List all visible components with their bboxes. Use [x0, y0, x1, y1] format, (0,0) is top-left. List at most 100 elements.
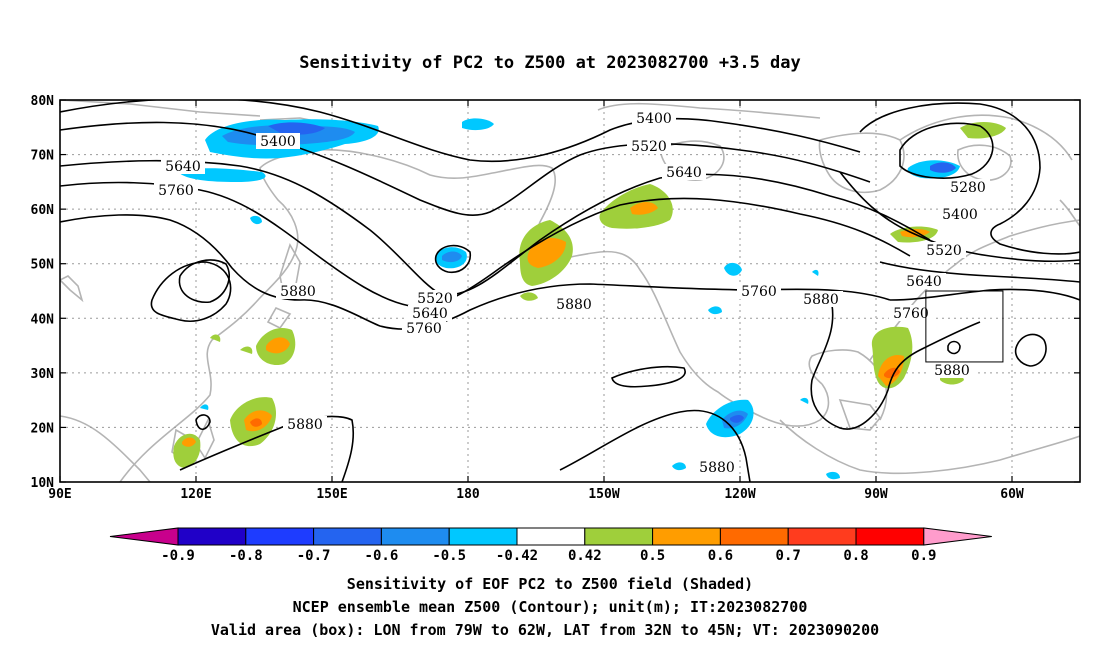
contour-label: 5520 [631, 139, 667, 155]
lat-tick-label: 30N [31, 367, 55, 382]
negative-sensitivity-region-kamchatka [250, 215, 262, 225]
colorbar-swatch [719, 527, 789, 546]
contour-label: 5880 [934, 363, 970, 379]
colorbar-swatch [177, 527, 247, 546]
map-plot-area: 5400 5640 5760 5520 5640 5760 5400 5520 … [60, 100, 1080, 482]
colorbar-swatch [652, 527, 721, 546]
contour-label: 5640 [165, 159, 201, 175]
negative-sensitivity-region-philippines-small [200, 404, 209, 410]
negative-sensitivity-region-great-plains-small [812, 269, 819, 276]
contour-label: 5400 [636, 111, 672, 127]
lon-tick-label: 120W [724, 487, 755, 502]
colorbar-swatch [245, 527, 315, 546]
negative-sensitivity-region-dateline-low [435, 247, 467, 269]
map-frame [59, 99, 1081, 483]
contour-line-5880-main [60, 214, 891, 330]
negative-sensitivity-region-rockies [724, 262, 742, 276]
positive-sensitivity-region-south-china-sea [173, 433, 201, 468]
contour-label: 5880 [287, 417, 323, 433]
contour-label: 5880 [699, 460, 735, 476]
negative-sensitivity-region-tropics-small-2 [826, 471, 840, 480]
contour-line-5880-atlantic-closed [1014, 333, 1047, 367]
colorbar-low-extension [109, 527, 179, 546]
negative-sensitivity-region-gulf-small [800, 397, 809, 404]
colorbar-label: 0.5 [640, 548, 665, 564]
contour-label: 5400 [260, 134, 296, 150]
contour-label: 5760 [741, 284, 777, 300]
contour-line-5820-pacific-high [178, 259, 230, 303]
negative-sensitivity-region-pacific-small [708, 306, 722, 315]
positive-sensitivity-region-japan-east [210, 327, 296, 366]
contour-label: 5760 [406, 321, 442, 337]
contour-labels: 5400 5640 5760 5520 5640 5760 5400 5520 … [154, 110, 990, 476]
contour-line-dateline-low [434, 244, 472, 274]
z500-contours [60, 100, 1080, 482]
contour-line-5760-pacific-high [150, 261, 232, 322]
colorbar-label: 0.7 [776, 548, 801, 564]
contour-line-5400-pacific [60, 100, 861, 163]
contour-label: 5400 [942, 207, 978, 223]
contour-line-5880-mexico [559, 409, 751, 482]
lat-tick-label: 10N [31, 476, 55, 491]
colorbar-label: -0.9 [161, 548, 195, 564]
gridlines [60, 100, 1080, 482]
contour-label: 5880 [803, 292, 839, 308]
lon-tick-label: 90E [48, 487, 71, 502]
lat-tick-label: 20N [31, 421, 55, 436]
lat-tick-label: 70N [31, 149, 55, 164]
contour-label: 5640 [412, 306, 448, 322]
positive-sensitivity-region-canada [599, 184, 673, 229]
valid-area-box [925, 290, 1004, 363]
lon-tick-label: 120E [180, 487, 211, 502]
lon-tick-label: 150W [588, 487, 619, 502]
contour-label: 5280 [950, 180, 986, 196]
colorbar-swatch [448, 527, 518, 546]
contour-label: 5880 [280, 284, 316, 300]
colorbar-label: -0.7 [297, 548, 331, 564]
contour-line-5640-atlantic [879, 261, 1080, 283]
colorbar-swatch [584, 527, 654, 546]
contour-label: 5520 [926, 243, 962, 259]
lon-tick-label: 90W [864, 487, 888, 502]
colorbar-high-extension [923, 527, 992, 546]
lat-tick-label: 80N [31, 94, 55, 109]
negative-sensitivity-region-hudson [907, 160, 960, 179]
caption-line-1: Sensitivity of EOF PC2 to Z500 field (Sh… [347, 575, 753, 593]
caption-line-2: NCEP ensemble mean Z500 (Contour); unit(… [293, 598, 808, 616]
contour-label: 5880 [556, 297, 592, 313]
contour-line-5760-main [60, 181, 911, 308]
contour-label: 5640 [666, 165, 702, 181]
contour-label: 5640 [906, 274, 942, 290]
colorbar-label: 0.42 [568, 548, 602, 564]
colorbar-label: -0.5 [432, 548, 466, 564]
lon-tick-label: 180 [456, 487, 480, 502]
negative-sensitivity-region-arctic [462, 118, 494, 131]
colorbar-label: 0.9 [911, 548, 936, 564]
contour-line-5640-main [60, 159, 931, 296]
lon-tick-label: 150E [316, 487, 347, 502]
lat-tick-label: 50N [31, 258, 55, 273]
negative-sensitivity-region-tropics-small [672, 462, 686, 471]
latitude-axis: 80N 70N 60N 50N 40N 30N 20N 10N [31, 94, 1080, 491]
contour-line-hudson-low [899, 122, 994, 179]
negative-sensitivity-region-mexico [706, 399, 754, 438]
lon-tick-label: 60W [1000, 487, 1024, 502]
colorbar-swatch [380, 527, 450, 546]
positive-sensitivity-region-gulf-of-alaska [519, 220, 573, 301]
colorbar-label: 0.6 [708, 548, 733, 564]
caption-line-3: Valid area (box): LON from 79W to 62W, L… [211, 621, 879, 639]
colorbar-swatch [313, 527, 382, 546]
contour-line-philippine-small [195, 414, 211, 431]
contour-line-5520-pacific [60, 121, 871, 216]
colorbar-label: 0.8 [843, 548, 868, 564]
colorbar-label: -0.8 [229, 548, 263, 564]
contour-line-5760-atlantic [889, 288, 1080, 301]
lat-tick-label: 60N [31, 203, 55, 218]
lat-tick-label: 40N [31, 312, 55, 327]
contour-line-5400-atlantic [859, 102, 1080, 255]
figure-title: Sensitivity of PC2 to Z500 at 2023082700… [299, 53, 801, 73]
longitude-axis: 90E 120E 150E 180 150W 120W 90W 60W [48, 100, 1024, 502]
colorbar-label: -0.6 [365, 548, 399, 564]
contour-label: 5760 [893, 306, 929, 322]
contour-line-5880-small-closed [947, 340, 961, 355]
